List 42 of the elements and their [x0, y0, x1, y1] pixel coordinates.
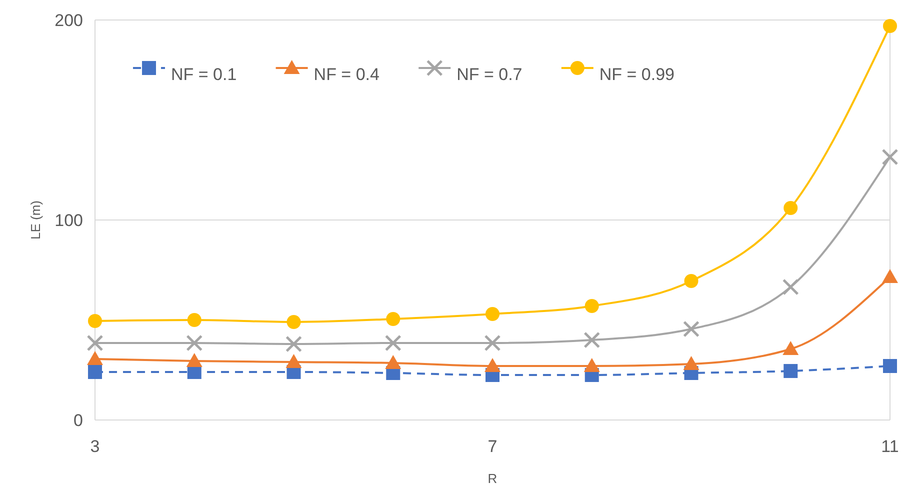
point	[484, 334, 501, 352]
point	[683, 320, 700, 338]
point	[584, 332, 600, 348]
point	[584, 358, 600, 372]
point	[883, 19, 897, 33]
point	[87, 351, 103, 365]
point	[186, 353, 202, 367]
y-tick-label: 200	[54, 10, 83, 30]
point	[88, 314, 102, 328]
point	[286, 354, 302, 368]
y-tick-label: 0	[74, 410, 83, 430]
point	[883, 359, 897, 373]
point	[384, 334, 402, 352]
point	[584, 299, 599, 313]
point	[86, 334, 104, 352]
x-tick-label: 11	[881, 437, 899, 456]
legend-label: NF = 0.4	[314, 64, 380, 84]
point	[684, 274, 698, 288]
x-tick-label: 7	[488, 437, 498, 456]
point	[484, 358, 500, 372]
point	[88, 365, 102, 379]
legend-label: NF = 0.99	[599, 64, 675, 84]
point	[187, 313, 202, 327]
point	[882, 269, 898, 283]
point	[486, 307, 500, 321]
point	[882, 148, 898, 166]
legend-label: NF = 0.7	[456, 64, 522, 84]
point	[386, 312, 400, 326]
point	[784, 201, 798, 215]
point	[784, 364, 798, 378]
point	[286, 336, 302, 352]
point	[782, 278, 799, 296]
x-axis-title: R	[488, 471, 498, 486]
point	[683, 356, 700, 370]
point	[385, 355, 402, 369]
x-tick-label: 3	[90, 437, 100, 456]
point	[782, 341, 799, 355]
point	[286, 315, 301, 329]
legend-label: NF = 0.1	[171, 64, 237, 84]
y-axis-title: LE (m)	[28, 200, 43, 240]
y-tick-label: 100	[54, 210, 83, 230]
point	[186, 334, 203, 352]
